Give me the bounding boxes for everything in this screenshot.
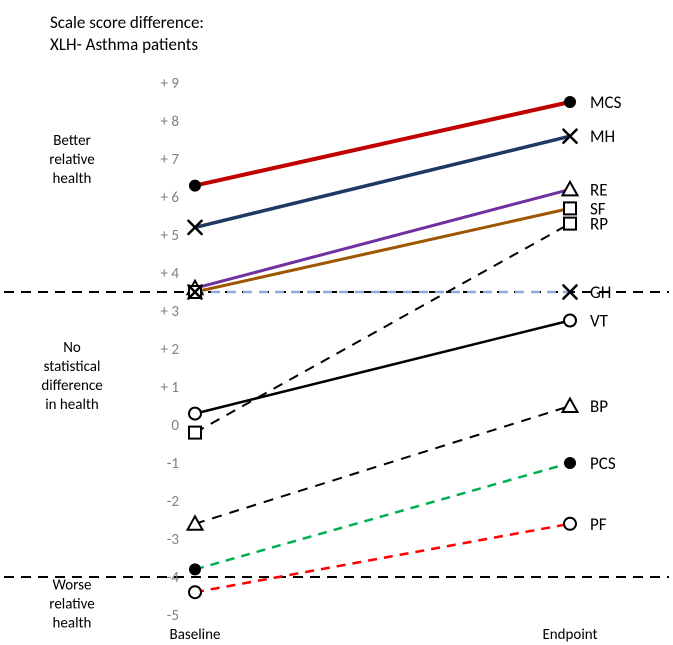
- region-label: Better: [53, 132, 91, 150]
- y-tick-label: + 2: [161, 341, 179, 359]
- y-tick-label: + 8: [161, 113, 179, 131]
- y-tick-label: + 9: [161, 75, 180, 93]
- marker-filled-circle: [189, 180, 201, 192]
- series-label-re: RE: [590, 179, 608, 200]
- series-label-bp: BP: [590, 396, 608, 417]
- region-label: No: [63, 339, 81, 357]
- series-label-rp: RP: [590, 214, 608, 235]
- slopegraph-chart: Scale score difference:XLH- Asthma patie…: [0, 0, 673, 645]
- y-tick-label: 0: [171, 417, 179, 435]
- y-tick-label: + 7: [161, 151, 180, 169]
- y-tick-label: -4: [167, 569, 180, 587]
- region-label: in health: [45, 396, 99, 414]
- region-label: relative: [49, 151, 94, 169]
- marker-filled-circle: [564, 457, 576, 469]
- region-label: statistical: [44, 358, 101, 376]
- x-category-label: Endpoint: [542, 626, 597, 644]
- marker-filled-circle: [189, 563, 201, 575]
- y-tick-label: + 5: [161, 227, 179, 245]
- region-label: health: [53, 170, 92, 188]
- series-label-mh: MH: [590, 126, 615, 147]
- marker-open-circle: [564, 518, 576, 530]
- series-label-mcs: MCS: [590, 92, 622, 113]
- y-tick-label: -2: [167, 493, 179, 511]
- series-label-pcs: PCS: [590, 453, 616, 474]
- marker-filled-circle: [564, 96, 576, 108]
- chart-title-line: Scale score difference:: [50, 12, 204, 33]
- y-tick-label: + 1: [161, 379, 179, 397]
- region-label: Worse: [53, 577, 92, 595]
- marker-open-circle: [564, 315, 576, 327]
- y-tick-label: + 6: [161, 189, 180, 207]
- marker-open-square: [189, 427, 201, 439]
- marker-open-square: [564, 218, 576, 230]
- region-label: difference: [41, 377, 102, 395]
- series-label-gh: GH: [590, 282, 611, 303]
- series-label-vt: VT: [590, 311, 609, 332]
- marker-open-square: [564, 202, 576, 214]
- y-tick-label: -5: [167, 607, 179, 625]
- x-category-label: Baseline: [170, 626, 221, 644]
- y-tick-label: + 4: [161, 265, 180, 283]
- chart-title-line: XLH- Asthma patients: [50, 34, 198, 55]
- region-label: relative: [49, 596, 94, 614]
- marker-open-circle: [189, 586, 201, 598]
- marker-open-circle: [189, 408, 201, 420]
- y-tick-label: + 3: [161, 303, 180, 321]
- y-tick-label: -1: [167, 455, 179, 473]
- region-label: health: [53, 615, 92, 633]
- y-tick-label: -3: [167, 531, 180, 549]
- series-label-pf: PF: [590, 514, 607, 535]
